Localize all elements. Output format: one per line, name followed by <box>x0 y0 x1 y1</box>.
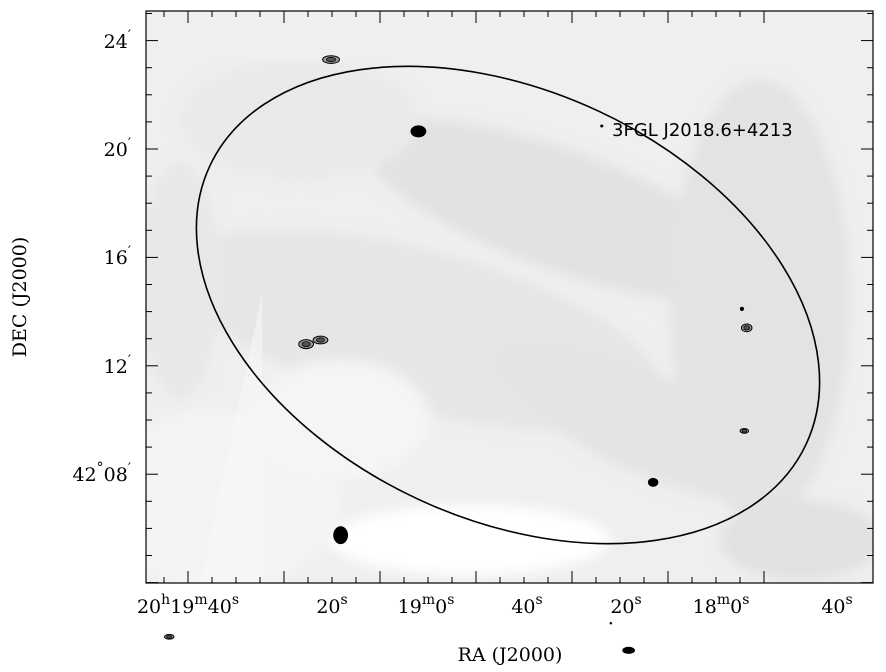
y-tick-label-12: 12′ <box>104 353 131 378</box>
x-tick-label-20h19m40s: 20h19m40s <box>137 592 239 618</box>
y-tick-labels: 24′ 20′ 16′ 12′ 42°08′ <box>72 28 131 486</box>
fermi-error-ellipse <box>195 65 821 545</box>
x-axis-title: RA (J2000) <box>458 644 563 666</box>
y-tick-label-24: 24′ <box>104 28 131 53</box>
radio-source-9 <box>333 526 349 545</box>
radio-source-0 <box>322 55 340 64</box>
x-tick-label-19m0s: 19m0s <box>398 592 455 618</box>
radio-source-7 <box>739 427 750 434</box>
y-axis-title: DEC (J2000) <box>9 237 31 357</box>
x-tick-label-40s: 40s <box>511 592 542 618</box>
x-tick-label-40s-b: 40s <box>821 592 852 618</box>
x-tick-label-20s: 20s <box>316 592 347 618</box>
radio-source-12 <box>622 646 635 654</box>
x-tick-labels: 20h19m40s 20s 19m0s 40s 20s 18m0s 40s <box>137 592 853 618</box>
radio-source-10 <box>164 633 175 640</box>
x-tick-label-18m0s: 18m0s <box>693 592 750 618</box>
source-annotation-3fgl: 3FGL J2018.6+4213 <box>612 120 793 141</box>
intensity-image <box>146 11 873 583</box>
axis-ticks <box>146 11 873 584</box>
radio-source-5 <box>739 306 745 311</box>
radio-source-11 <box>609 622 613 625</box>
radio-source-3 <box>298 339 314 350</box>
radio-source-1 <box>410 125 427 138</box>
y-tick-label-42-08: 42°08′ <box>72 460 131 486</box>
y-tick-label-20: 20′ <box>104 136 131 161</box>
radio-source-8 <box>647 477 659 487</box>
radio-sources <box>164 55 753 654</box>
x-tick-label-20s-b: 20s <box>610 592 641 618</box>
radio-source-6 <box>740 323 753 333</box>
y-tick-label-16: 16′ <box>104 244 131 269</box>
radio-source-4 <box>312 335 329 345</box>
radio-source-2 <box>600 124 604 128</box>
plot-frame <box>145 10 874 584</box>
